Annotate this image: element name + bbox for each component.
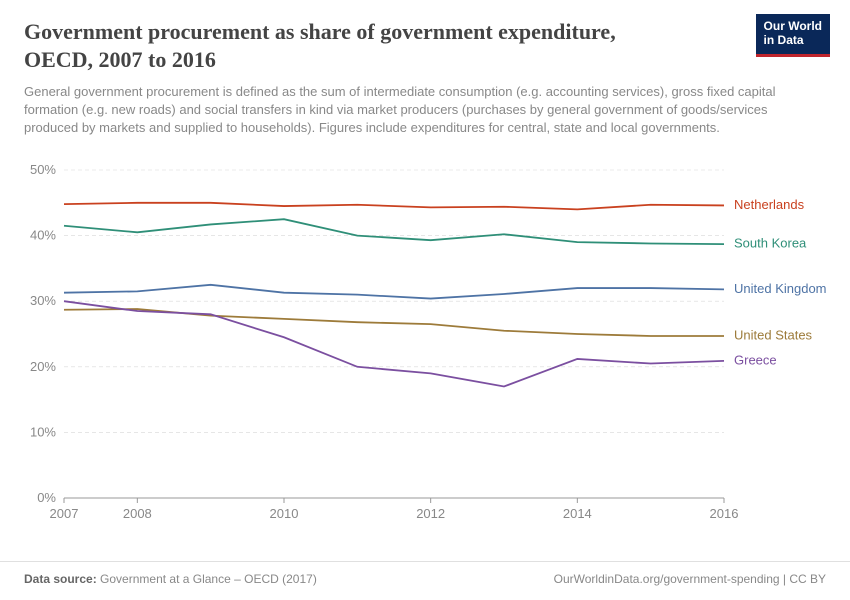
series-greece <box>64 301 724 386</box>
series-united-kingdom <box>64 285 724 299</box>
series-label: South Korea <box>734 236 807 251</box>
svg-text:2012: 2012 <box>416 506 445 521</box>
series-united-states <box>64 309 724 336</box>
svg-text:2007: 2007 <box>50 506 79 521</box>
attribution: OurWorldinData.org/government-spending |… <box>554 572 826 586</box>
series-south-korea <box>64 219 724 244</box>
svg-text:2008: 2008 <box>123 506 152 521</box>
series-label: Netherlands <box>734 197 805 212</box>
svg-text:30%: 30% <box>30 293 56 308</box>
logo-line2: in Data <box>764 34 822 48</box>
svg-text:50%: 50% <box>30 162 56 177</box>
svg-text:10%: 10% <box>30 424 56 439</box>
series-label: Greece <box>734 352 777 367</box>
chart-title: Government procurement as share of gover… <box>24 18 664 73</box>
header: Our World in Data Government procurement… <box>0 0 850 138</box>
series-netherlands <box>64 203 724 210</box>
data-source: Data source: Government at a Glance – OE… <box>24 572 317 586</box>
line-chart: 0% 10% 20% 30% 40% 50% 2007 2008 2010 2012 2014 201… <box>24 162 826 532</box>
logo-line1: Our World <box>764 20 822 34</box>
owid-logo: Our World in Data <box>756 14 830 57</box>
series-label: United States <box>734 327 813 342</box>
series-label: United Kingdom <box>734 281 827 296</box>
chart-area: 0% 10% 20% 30% 40% 50% 2007 2008 2010 2012 2014 201… <box>24 162 826 532</box>
svg-text:2016: 2016 <box>710 506 739 521</box>
svg-text:20%: 20% <box>30 359 56 374</box>
svg-text:2010: 2010 <box>270 506 299 521</box>
svg-text:2014: 2014 <box>563 506 592 521</box>
chart-subtitle: General government procurement is define… <box>24 83 824 138</box>
svg-text:40%: 40% <box>30 228 56 243</box>
footer: Data source: Government at a Glance – OE… <box>0 561 850 600</box>
svg-text:0%: 0% <box>37 490 56 505</box>
